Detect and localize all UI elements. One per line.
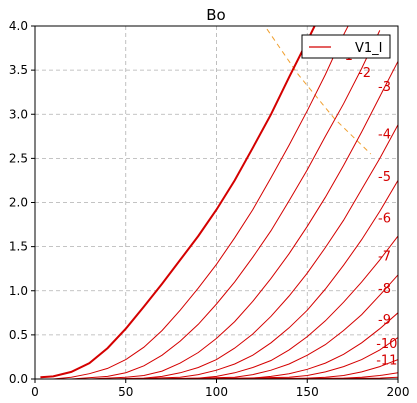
- y-tick-label: 1.0: [9, 284, 28, 298]
- x-tick-label: 200: [387, 385, 410, 399]
- x-tick-label: 50: [118, 385, 133, 399]
- series-label: -4: [378, 128, 391, 143]
- x-tick-label: 0: [31, 385, 39, 399]
- legend: V1_I: [301, 34, 391, 59]
- series-label: -6: [378, 212, 391, 227]
- series-line: [107, 124, 398, 379]
- axis-ticks: 0 50 100 150 200 0.0 0.5 1.0 1.5 2.0 2.5 3.0 3.5 4.0: [9, 19, 410, 399]
- series-label: -9: [378, 313, 391, 328]
- y-tick-label: 1.5: [9, 240, 28, 254]
- series-line: [198, 337, 398, 379]
- y-tick-label: 3.0: [9, 107, 28, 121]
- y-tick-label: 3.5: [9, 63, 28, 77]
- dashed-curve-layer: [264, 26, 372, 155]
- series-label: -2: [358, 66, 371, 81]
- series-line: [40, 26, 316, 379]
- y-tick-label: 2.0: [9, 196, 28, 210]
- chart-title: Bo: [206, 6, 225, 24]
- series-layer: [40, 26, 398, 379]
- series-label: -8: [378, 282, 391, 297]
- series-label: -11: [376, 354, 397, 369]
- y-tick-label: 0.5: [9, 328, 28, 342]
- series-line: [162, 274, 398, 379]
- y-tick-label: 0.0: [9, 372, 28, 386]
- y-tick-label: 2.5: [9, 151, 28, 165]
- x-tick-label: 150: [296, 385, 319, 399]
- series-line: [89, 61, 398, 379]
- series-label: -10: [376, 337, 397, 352]
- legend-box: [301, 34, 391, 59]
- legend-label: V1_I: [355, 41, 383, 56]
- x-tick-label: 100: [205, 385, 228, 399]
- series-label: -3: [378, 80, 391, 95]
- y-tick-label: 4.0: [9, 19, 28, 33]
- series-line: [71, 30, 381, 379]
- dashed-curve: [264, 26, 372, 155]
- series-line: [125, 180, 398, 379]
- series-label: -5: [378, 170, 391, 185]
- series-line: [53, 26, 349, 379]
- series-label: -7: [378, 249, 391, 264]
- series-line: [143, 235, 398, 379]
